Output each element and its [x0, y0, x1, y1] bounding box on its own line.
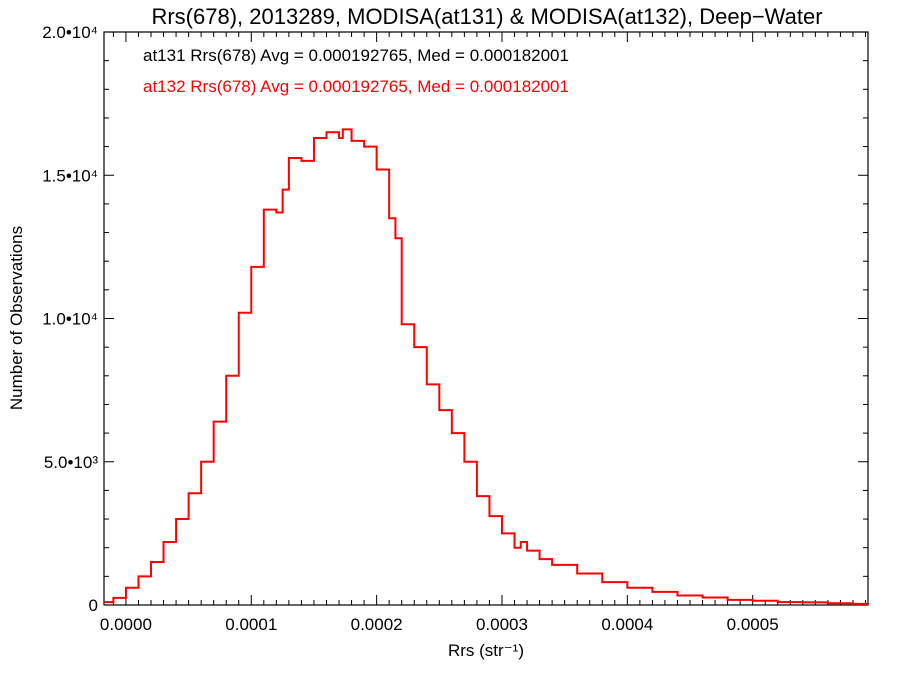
- legend-entry-at132: at132 Rrs(678) Avg = 0.000192765, Med = …: [143, 77, 569, 96]
- plot-frame: [103, 31, 869, 606]
- x-tick-label: 0.0001: [225, 615, 277, 634]
- histogram-series-line: [104, 128, 869, 605]
- x-axis-label: Rrs (str⁻¹): [448, 641, 524, 660]
- x-axis-ticks: 0.0000 0.0001 0.0002 0.0003 0.0004 0.0005: [100, 32, 866, 634]
- x-tick-label: 0.0003: [476, 615, 528, 634]
- chart-title: Rrs(678), 2013289, MODISA(at131) & MODIS…: [151, 4, 822, 29]
- y-tick-label: 1.5•10⁴: [42, 166, 98, 185]
- x-tick-label: 0.0002: [351, 615, 403, 634]
- y-tick-label: 5.0•10³: [44, 453, 98, 472]
- x-tick-label: 0.0004: [601, 615, 653, 634]
- y-tick-label: 2.0•10⁴: [42, 23, 98, 42]
- y-tick-label: 0: [89, 596, 98, 615]
- y-axis-label: Number of Observations: [7, 226, 26, 410]
- x-tick-label: 0.0000: [100, 615, 152, 634]
- y-axis-ticks: 0 5.0•10³ 1.0•10⁴ 1.5•10⁴ 2.0•10⁴: [42, 23, 868, 615]
- x-tick-label: 0.0005: [727, 615, 779, 634]
- y-tick-label: 1.0•10⁴: [42, 310, 98, 329]
- legend-entry-at131: at131 Rrs(678) Avg = 0.000192765, Med = …: [143, 46, 569, 65]
- series-layer: [104, 128, 869, 605]
